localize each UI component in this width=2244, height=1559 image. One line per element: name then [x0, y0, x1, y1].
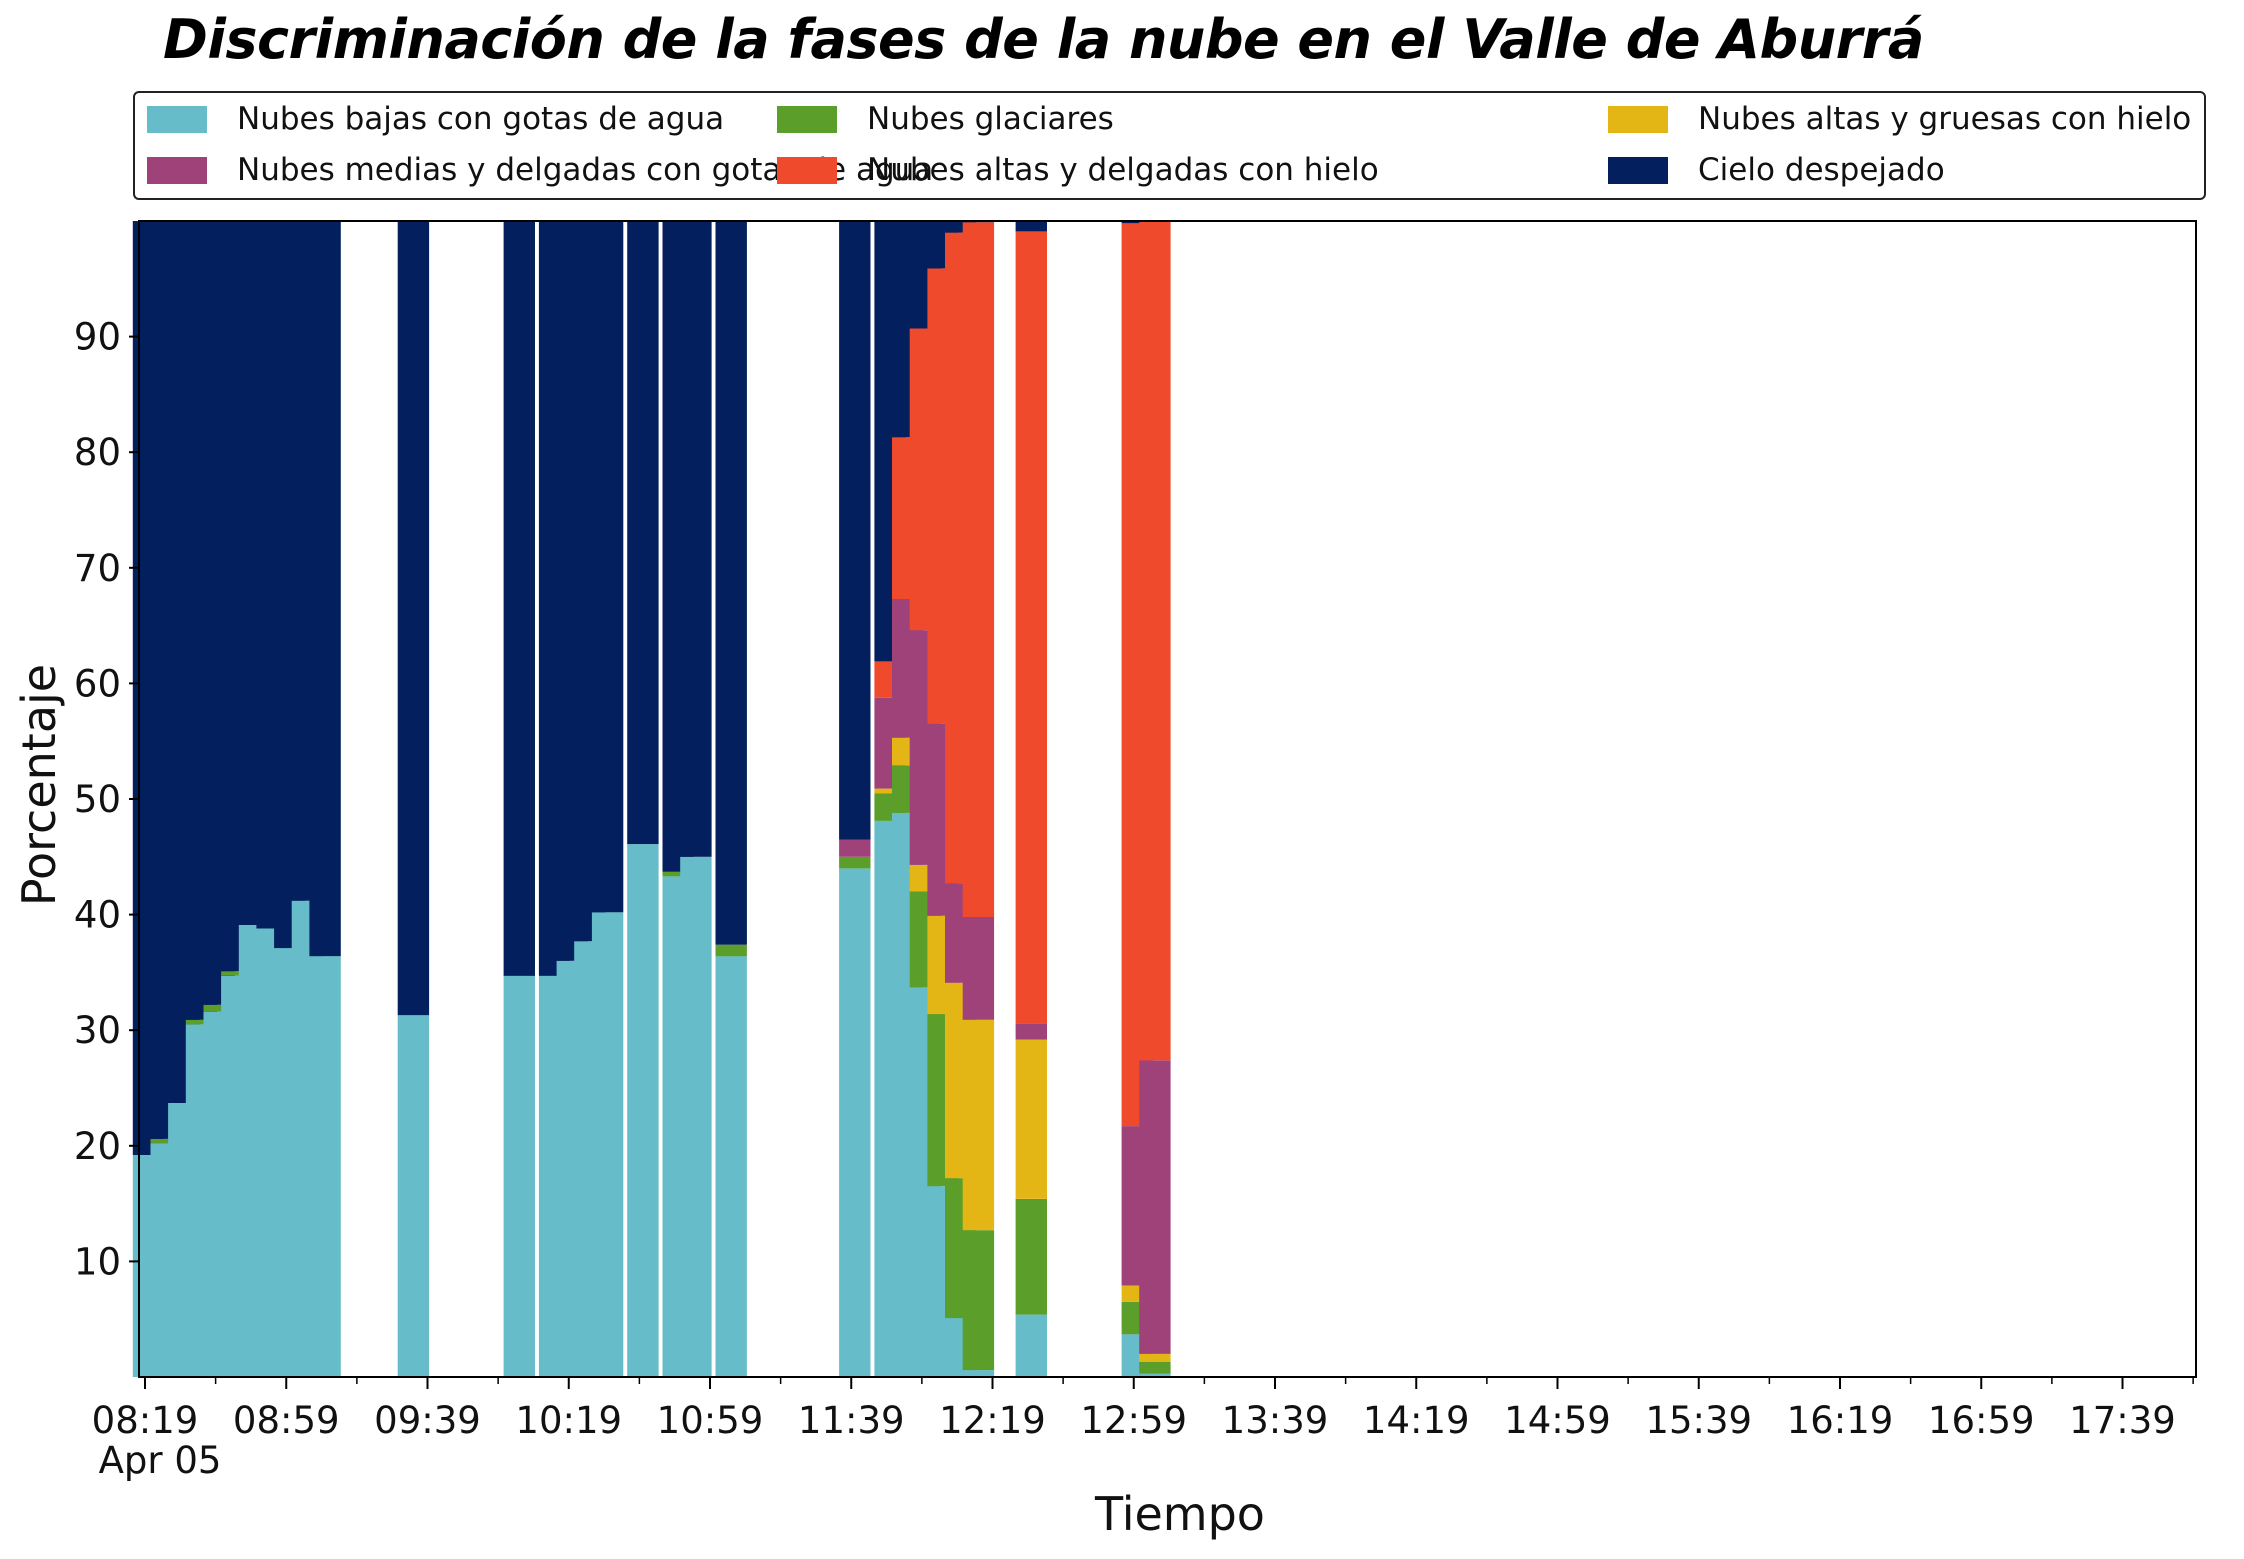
x-tick-label: 14:59 — [1504, 1399, 1611, 1442]
x-tick-label: 08:59 — [233, 1399, 340, 1442]
legend-item: Cielo despejado — [1608, 150, 1945, 190]
bar-segment — [874, 788, 906, 794]
bar-segment — [203, 1004, 235, 1012]
x-tick-label: 15:39 — [1645, 1399, 1752, 1442]
legend-item: Nubes altas y delgadas con hielo — [777, 150, 1379, 190]
axes-layer: 10 20 30 40 50 60 70 80 90 08:19 08:59 09:39 10:19 10… — [74, 316, 2194, 1442]
y-tick-label: 80 — [74, 431, 121, 474]
bar-segment — [715, 956, 747, 1377]
legend: Nubes bajas con gotas de agua Nubes glaci… — [133, 91, 2206, 200]
bar-segment — [185, 1019, 218, 1025]
x-tick-label: 12:19 — [939, 1399, 1046, 1442]
x-tick-label: 11:39 — [798, 1399, 905, 1442]
legend-swatch — [1608, 156, 1668, 184]
bar-segment — [662, 871, 694, 877]
bar-segment — [1139, 1373, 1171, 1377]
bar-segment — [221, 971, 253, 976]
bar-segment — [715, 944, 747, 957]
x-tick-label: 16:19 — [1787, 1399, 1894, 1442]
bar-segment — [839, 856, 871, 869]
bar-segment — [1139, 221, 1171, 1061]
bar-segment — [962, 916, 995, 1020]
legend-label: Nubes altas y gruesas con hielo — [1698, 101, 2192, 137]
legend-swatch — [777, 156, 837, 184]
bar-segment — [627, 221, 659, 845]
x-tick-label: 13:39 — [1222, 1399, 1329, 1442]
bar-segment — [397, 1015, 430, 1377]
bar-segment — [1015, 231, 1047, 1024]
bar-segment — [309, 956, 341, 1377]
y-tick-label: 60 — [74, 662, 121, 705]
y-tick-label: 50 — [74, 778, 121, 821]
y-tick-label: 10 — [74, 1240, 121, 1283]
bar-segment — [1015, 1023, 1047, 1040]
bar-segment — [962, 222, 995, 917]
bar-segment — [1015, 1314, 1047, 1377]
y-axis-label: Porcentaje — [12, 664, 66, 906]
bar-segment — [1139, 1060, 1171, 1354]
bar-segment — [839, 839, 871, 857]
bar-segment — [839, 868, 871, 1377]
bar-segment — [1015, 1039, 1047, 1199]
legend-label: Nubes bajas con gotas de agua — [237, 101, 725, 137]
x-tick-label: 10:59 — [657, 1399, 764, 1442]
legend-label: Nubes glaciares — [867, 101, 1114, 137]
x-tick-label: 09:39 — [374, 1399, 481, 1442]
bars-layer — [132, 221, 1171, 1377]
y-tick-label: 30 — [74, 1009, 121, 1052]
legend-swatch — [147, 156, 207, 184]
bar-segment — [839, 221, 871, 840]
x-tick-label: 17:39 — [2069, 1399, 2176, 1442]
bar-segment — [150, 1138, 182, 1144]
y-tick-label: 40 — [74, 894, 121, 937]
legend-swatch — [147, 105, 207, 133]
bar-segment — [1015, 221, 1047, 232]
x-tick-label: 10:19 — [515, 1399, 622, 1442]
bar-segment — [945, 221, 977, 233]
x-tick-label: 14:19 — [1363, 1399, 1470, 1442]
y-tick-label: 20 — [74, 1125, 121, 1168]
bar-segment — [962, 1370, 995, 1377]
bar-segment — [591, 221, 624, 913]
bar-segment — [680, 221, 712, 857]
bar-segment — [962, 1230, 995, 1371]
legend-item: Nubes altas y gruesas con hielo — [1608, 99, 2191, 139]
x-tick-label: 08:19 — [92, 1399, 199, 1442]
bar-segment — [591, 912, 624, 1377]
x-axis-label: Tiempo — [1094, 1487, 1265, 1541]
y-tick-label: 70 — [74, 547, 121, 590]
bar-segment — [680, 856, 712, 1377]
y-tick-label: 90 — [74, 316, 121, 359]
bar-segment — [627, 844, 659, 1377]
x-tick-label: 16:59 — [1928, 1399, 2035, 1442]
bar-segment — [962, 1019, 995, 1231]
chart-title: Discriminación de la fases de la nube en… — [163, 8, 1924, 71]
bar-segment — [1015, 1199, 1047, 1315]
legend-label: Cielo despejado — [1698, 152, 1945, 188]
legend-swatch — [777, 105, 837, 133]
bar-segment — [397, 221, 430, 1016]
date-label: Apr 05 — [99, 1439, 222, 1482]
x-tick-label: 12:59 — [1080, 1399, 1187, 1442]
legend-label: Nubes altas y delgadas con hielo — [867, 152, 1379, 188]
legend-item: Nubes glaciares — [777, 99, 1114, 139]
bar-segment — [503, 975, 535, 1377]
bar-segment — [1139, 1362, 1171, 1374]
bar-segment — [1121, 221, 1153, 224]
bar-segment — [715, 221, 747, 945]
bar-segment — [309, 221, 341, 957]
bar-segment — [1139, 1353, 1171, 1362]
legend-swatch — [1608, 105, 1668, 133]
legend-item: Nubes bajas con gotas de agua — [147, 99, 724, 139]
bar-segment — [503, 221, 535, 976]
